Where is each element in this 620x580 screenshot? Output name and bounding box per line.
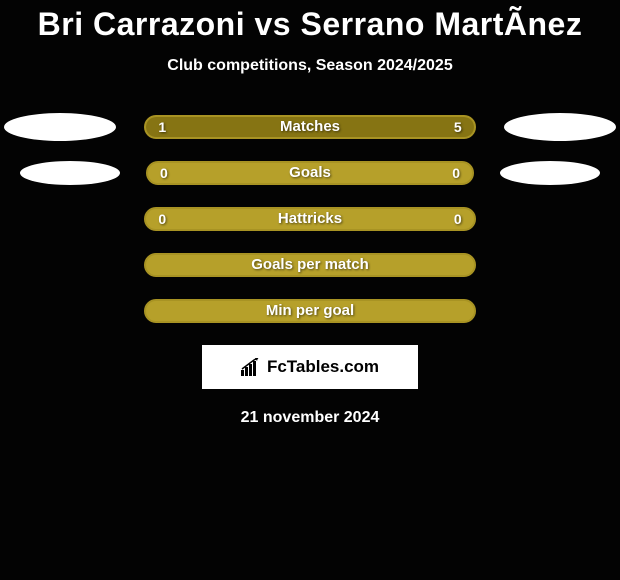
stat-label: Min per goal — [146, 301, 473, 321]
ellipse-slot-left — [0, 113, 118, 141]
player-ellipse-right — [500, 161, 600, 185]
ellipse-slot-right — [502, 113, 620, 141]
stat-row: 00Goals — [0, 161, 620, 185]
stat-row: Min per goal — [0, 299, 620, 323]
stat-row: 15Matches — [0, 115, 620, 139]
stat-rows: 15Matches 00Goals 00Hattricks Goals per mat… — [0, 115, 620, 323]
stat-bar: 00Goals — [146, 161, 474, 185]
infographic-container: Bri Carrazoni vs Serrano MartÃnez Club c… — [0, 0, 620, 427]
player-ellipse-right — [504, 113, 616, 141]
stat-bar: 15Matches — [144, 115, 475, 139]
stat-bar: Min per goal — [144, 299, 475, 323]
stat-bar: Goals per match — [144, 253, 475, 277]
stat-label: Goals — [148, 163, 472, 183]
logo-box: FcTables.com — [202, 345, 418, 389]
ellipse-slot-left — [0, 161, 120, 185]
stat-row: 00Hattricks — [0, 207, 620, 231]
page-title: Bri Carrazoni vs Serrano MartÃnez — [0, 6, 620, 43]
bar-chart-icon — [241, 358, 263, 376]
date-text: 21 november 2024 — [0, 409, 620, 427]
logo: FcTables.com — [241, 357, 379, 377]
subtitle: Club competitions, Season 2024/2025 — [0, 57, 620, 75]
logo-text: FcTables.com — [267, 357, 379, 377]
player-ellipse-left — [20, 161, 120, 185]
stat-bar: 00Hattricks — [144, 207, 475, 231]
stat-label: Matches — [146, 117, 473, 137]
ellipse-slot-right — [500, 161, 620, 185]
stat-label: Goals per match — [146, 255, 473, 275]
player-ellipse-left — [4, 113, 116, 141]
stat-row: Goals per match — [0, 253, 620, 277]
stat-label: Hattricks — [146, 209, 473, 229]
